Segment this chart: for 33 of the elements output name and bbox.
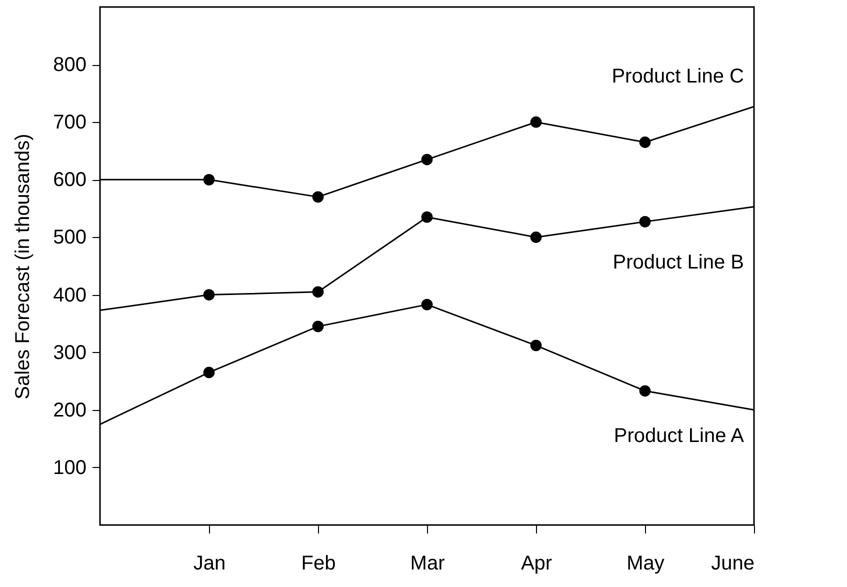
point [421, 154, 433, 166]
point [421, 298, 433, 310]
x-tick-label: Jan [193, 552, 226, 574]
series-label: Product Line C [612, 66, 744, 88]
y-tick-label: 200 [53, 399, 86, 422]
y-axis-title: Sales Forecast (in thousands) [12, 134, 34, 400]
point [312, 320, 324, 332]
y-tick-label: 600 [53, 169, 86, 192]
point [530, 116, 542, 128]
x-tick-label: June [711, 552, 754, 574]
y-tick-label: 100 [53, 456, 86, 479]
y-tick-label: 700 [53, 112, 86, 134]
x-tick-label: May [626, 552, 664, 574]
point [421, 211, 433, 223]
point [639, 216, 651, 228]
y-tick-label: 300 [53, 342, 86, 364]
x-tick-label: Mar [410, 552, 446, 574]
point [530, 340, 542, 352]
point [203, 174, 215, 186]
series-label: Product Line A [614, 424, 745, 447]
point [203, 289, 215, 300]
y-tick-label: 400 [53, 284, 86, 306]
point [639, 385, 651, 397]
y-tick-label: 500 [53, 226, 86, 249]
point [639, 136, 651, 148]
x-tick-label: Apr [520, 552, 552, 574]
point [312, 191, 324, 203]
point [312, 286, 324, 298]
series-label: Product Line B [612, 252, 744, 274]
x-tick-label: Feb [301, 552, 336, 574]
point [203, 366, 215, 378]
y-tick-label: 800 [53, 54, 86, 76]
point [530, 232, 542, 243]
